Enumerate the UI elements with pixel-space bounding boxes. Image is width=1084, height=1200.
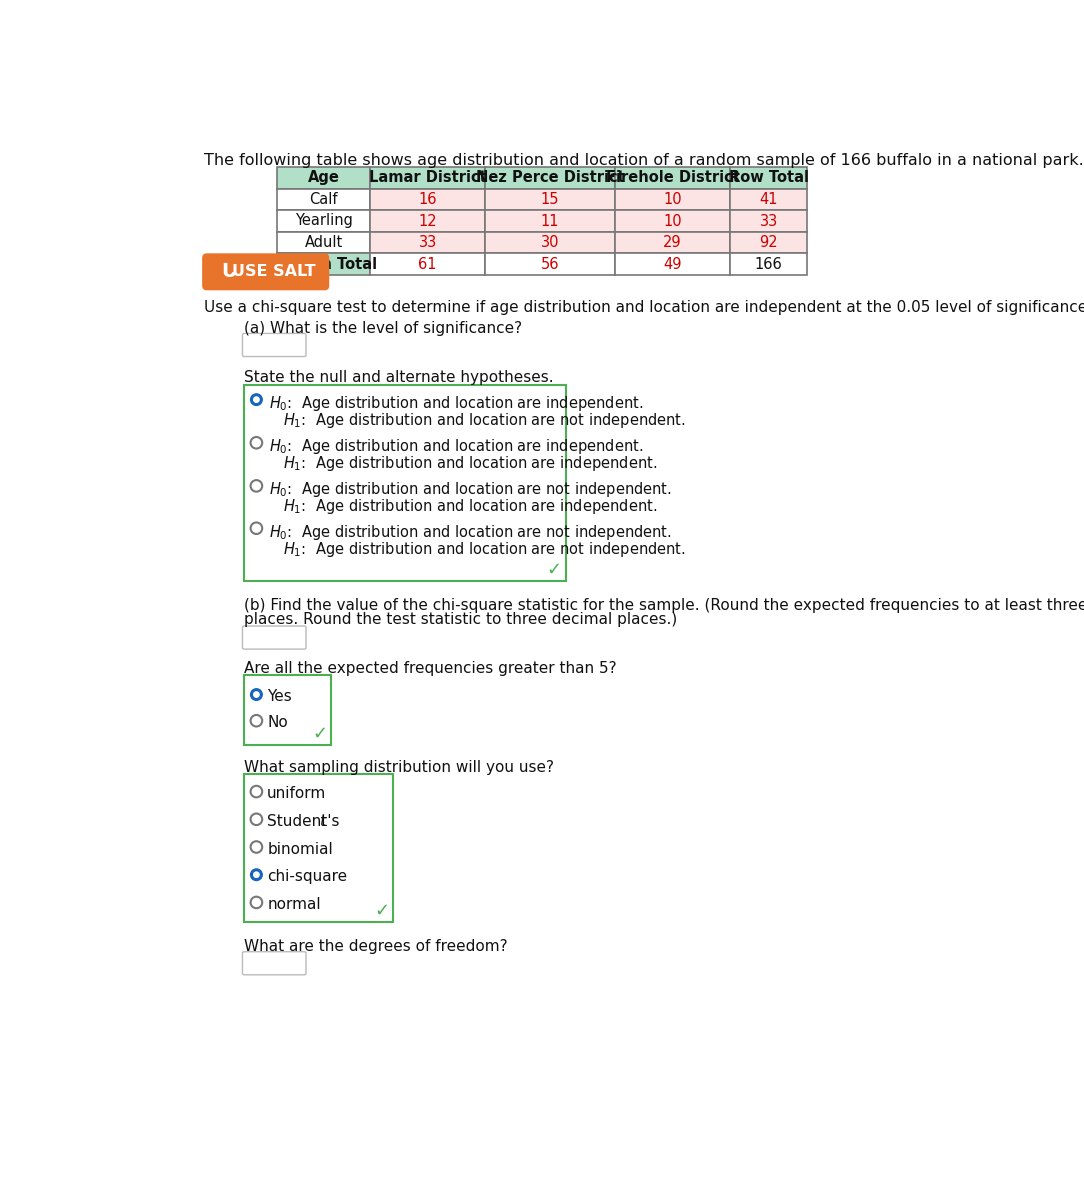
Text: 11: 11 bbox=[541, 214, 559, 228]
Circle shape bbox=[250, 869, 262, 881]
Text: $H_0$:  Age distribution and location are not independent.: $H_0$: Age distribution and location are… bbox=[269, 480, 672, 499]
Text: $H_0$:  Age distribution and location are independent.: $H_0$: Age distribution and location are… bbox=[269, 395, 643, 413]
Text: $H_0$:  Age distribution and location are not independent.: $H_0$: Age distribution and location are… bbox=[269, 523, 672, 542]
Circle shape bbox=[250, 689, 262, 701]
Text: Row Total: Row Total bbox=[728, 170, 809, 185]
Text: 41: 41 bbox=[760, 192, 778, 206]
FancyBboxPatch shape bbox=[485, 210, 616, 232]
Text: 30: 30 bbox=[541, 235, 559, 250]
FancyBboxPatch shape bbox=[278, 232, 371, 253]
Text: chi-square: chi-square bbox=[268, 869, 347, 884]
FancyBboxPatch shape bbox=[243, 334, 306, 356]
Text: $H_0$:  Age distribution and location are independent.: $H_0$: Age distribution and location are… bbox=[269, 437, 643, 456]
Circle shape bbox=[254, 397, 259, 402]
FancyBboxPatch shape bbox=[278, 210, 371, 232]
FancyBboxPatch shape bbox=[202, 253, 330, 290]
Text: places. Round the test statistic to three decimal places.): places. Round the test statistic to thre… bbox=[244, 612, 678, 628]
Text: Adult: Adult bbox=[305, 235, 343, 250]
Text: Age: Age bbox=[308, 170, 339, 185]
Text: 33: 33 bbox=[418, 235, 437, 250]
Text: Firehole District: Firehole District bbox=[606, 170, 739, 185]
Text: 29: 29 bbox=[663, 235, 682, 250]
Text: $H_1$:  Age distribution and location are independent.: $H_1$: Age distribution and location are… bbox=[283, 498, 657, 516]
Text: No: No bbox=[268, 715, 288, 731]
FancyBboxPatch shape bbox=[371, 188, 485, 210]
Text: Yearling: Yearling bbox=[295, 214, 352, 228]
FancyBboxPatch shape bbox=[371, 210, 485, 232]
Circle shape bbox=[254, 872, 259, 877]
FancyBboxPatch shape bbox=[244, 774, 392, 922]
Text: 49: 49 bbox=[663, 257, 682, 271]
Text: binomial: binomial bbox=[268, 841, 333, 857]
Text: normal: normal bbox=[268, 898, 321, 912]
Text: Student's: Student's bbox=[268, 814, 345, 829]
Text: 12: 12 bbox=[418, 214, 437, 228]
Text: $H_1$:  Age distribution and location are not independent.: $H_1$: Age distribution and location are… bbox=[283, 540, 685, 559]
FancyBboxPatch shape bbox=[243, 626, 306, 649]
Text: ✓: ✓ bbox=[546, 562, 562, 580]
FancyBboxPatch shape bbox=[243, 952, 306, 974]
Text: 92: 92 bbox=[760, 235, 778, 250]
Text: What are the degrees of freedom?: What are the degrees of freedom? bbox=[244, 940, 507, 954]
Text: $H_1$:  Age distribution and location are not independent.: $H_1$: Age distribution and location are… bbox=[283, 412, 685, 430]
FancyBboxPatch shape bbox=[485, 167, 616, 188]
FancyBboxPatch shape bbox=[278, 253, 371, 275]
Text: uniform: uniform bbox=[268, 786, 326, 802]
Text: 166: 166 bbox=[754, 257, 783, 271]
FancyBboxPatch shape bbox=[730, 253, 808, 275]
FancyBboxPatch shape bbox=[485, 253, 616, 275]
Text: 61: 61 bbox=[418, 257, 437, 271]
Text: ✓: ✓ bbox=[312, 725, 327, 743]
FancyBboxPatch shape bbox=[616, 188, 730, 210]
FancyBboxPatch shape bbox=[730, 167, 808, 188]
Text: ✓: ✓ bbox=[374, 901, 389, 919]
Text: 16: 16 bbox=[418, 192, 437, 206]
FancyBboxPatch shape bbox=[485, 188, 616, 210]
Text: State the null and alternate hypotheses.: State the null and alternate hypotheses. bbox=[244, 371, 554, 385]
Text: Are all the expected frequencies greater than 5?: Are all the expected frequencies greater… bbox=[244, 661, 617, 677]
FancyBboxPatch shape bbox=[616, 232, 730, 253]
Text: What sampling distribution will you use?: What sampling distribution will you use? bbox=[244, 760, 554, 775]
FancyBboxPatch shape bbox=[278, 167, 371, 188]
Text: Yes: Yes bbox=[268, 689, 292, 704]
FancyBboxPatch shape bbox=[278, 188, 371, 210]
Circle shape bbox=[250, 394, 262, 406]
Text: 15: 15 bbox=[541, 192, 559, 206]
FancyBboxPatch shape bbox=[371, 167, 485, 188]
Text: USE SALT: USE SALT bbox=[232, 264, 315, 280]
FancyBboxPatch shape bbox=[244, 676, 331, 744]
Text: 33: 33 bbox=[760, 214, 778, 228]
FancyBboxPatch shape bbox=[730, 210, 808, 232]
FancyBboxPatch shape bbox=[485, 232, 616, 253]
Text: Nez Perce District: Nez Perce District bbox=[476, 170, 624, 185]
Text: ᒐ: ᒐ bbox=[221, 263, 235, 281]
Text: 10: 10 bbox=[663, 192, 682, 206]
Circle shape bbox=[254, 692, 259, 697]
Text: Lamar District: Lamar District bbox=[369, 170, 487, 185]
FancyBboxPatch shape bbox=[730, 188, 808, 210]
Text: 10: 10 bbox=[663, 214, 682, 228]
FancyBboxPatch shape bbox=[730, 232, 808, 253]
FancyBboxPatch shape bbox=[616, 167, 730, 188]
FancyBboxPatch shape bbox=[244, 385, 566, 581]
Text: (a) What is the level of significance?: (a) What is the level of significance? bbox=[244, 322, 522, 336]
FancyBboxPatch shape bbox=[371, 232, 485, 253]
Text: Calf: Calf bbox=[310, 192, 338, 206]
Text: t: t bbox=[319, 814, 325, 829]
FancyBboxPatch shape bbox=[616, 253, 730, 275]
FancyBboxPatch shape bbox=[371, 253, 485, 275]
Text: $H_1$:  Age distribution and location are independent.: $H_1$: Age distribution and location are… bbox=[283, 455, 657, 473]
Text: (b) Find the value of the chi-square statistic for the sample. (Round the expect: (b) Find the value of the chi-square sta… bbox=[244, 599, 1084, 613]
Text: Column Total: Column Total bbox=[270, 257, 377, 271]
FancyBboxPatch shape bbox=[616, 210, 730, 232]
Text: 56: 56 bbox=[541, 257, 559, 271]
Text: The following table shows age distribution and location of a random sample of 16: The following table shows age distributi… bbox=[204, 154, 1083, 168]
Text: Use a chi-square test to determine if age distribution and location are independ: Use a chi-square test to determine if ag… bbox=[204, 300, 1084, 314]
